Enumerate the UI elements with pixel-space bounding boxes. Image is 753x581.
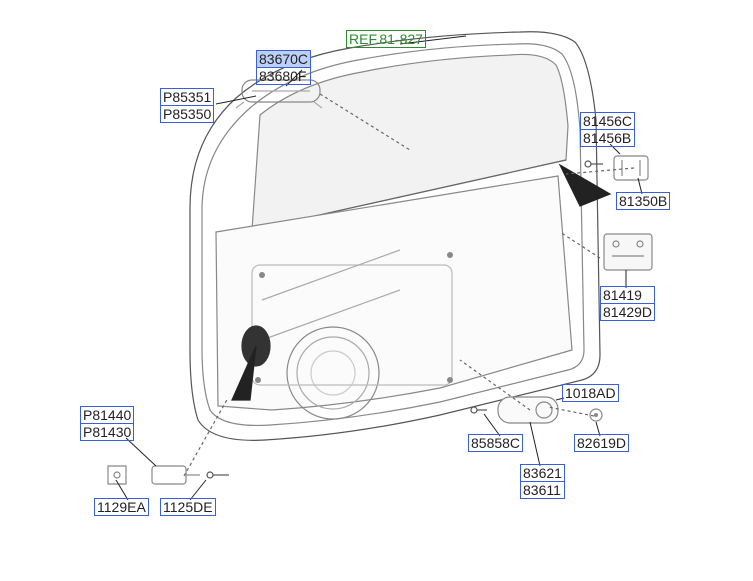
label-81456B[interactable]: 81456B — [580, 130, 635, 147]
label-P85350[interactable]: P85350 — [160, 106, 214, 123]
label-stack-81456: 81456C 81456B — [580, 112, 635, 147]
label-stack-8141x: 81419 81429D — [600, 286, 655, 321]
label-1125DE[interactable]: 1125DE — [160, 498, 216, 516]
label-P81430[interactable]: P81430 — [80, 424, 134, 441]
label-81429D[interactable]: 81429D — [600, 304, 655, 321]
label-82619D[interactable]: 82619D — [574, 434, 629, 452]
label-ref-81-827[interactable]: REF.81-827 — [346, 30, 426, 48]
label-81456C[interactable]: 81456C — [580, 112, 635, 130]
label-P85351[interactable]: P85351 — [160, 88, 214, 106]
label-1018AD[interactable]: 1018AD — [562, 384, 619, 402]
label-83611[interactable]: 83611 — [520, 482, 565, 499]
label-stack-836xx: 83621 83611 — [520, 464, 565, 499]
label-stack-p8535x: P85351 P85350 — [160, 88, 214, 123]
label-stack-handle-codes: 83670C 83680F — [256, 50, 311, 85]
label-81350B[interactable]: 81350B — [616, 192, 670, 210]
diagram-canvas: REF.81-827 83670C 83680F P85351 P85350 8… — [0, 0, 753, 581]
label-1129EA[interactable]: 1129EA — [94, 498, 149, 516]
label-83621[interactable]: 83621 — [520, 464, 565, 482]
label-83670C[interactable]: 83670C — [256, 50, 311, 68]
label-stack-p8144x: P81440 P81430 — [80, 406, 134, 441]
label-85858C[interactable]: 85858C — [468, 434, 523, 452]
label-83680F[interactable]: 83680F — [256, 68, 311, 85]
label-P81440[interactable]: P81440 — [80, 406, 134, 424]
label-81419[interactable]: 81419 — [600, 286, 655, 304]
